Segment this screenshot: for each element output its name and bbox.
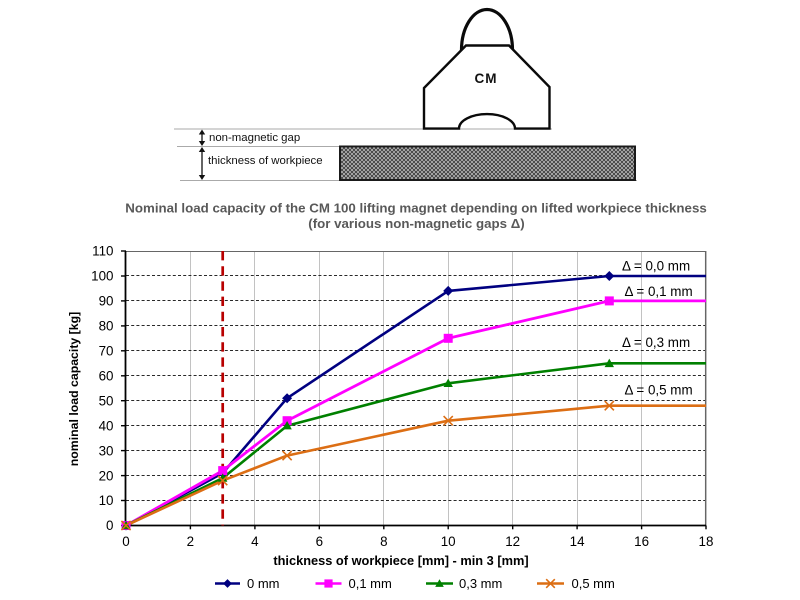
svg-text:10: 10 <box>99 493 114 508</box>
svg-text:18: 18 <box>699 534 714 549</box>
svg-text:10: 10 <box>441 534 456 549</box>
svg-text:0: 0 <box>122 534 129 549</box>
svg-text:6: 6 <box>316 534 323 549</box>
svg-text:Δ = 0,3 mm: Δ = 0,3 mm <box>622 335 690 350</box>
svg-text:non-magnetic gap: non-magnetic gap <box>209 132 300 144</box>
svg-text:12: 12 <box>505 534 520 549</box>
svg-text:100: 100 <box>91 269 113 284</box>
svg-text:(for various non-magnetic gaps: (for various non-magnetic gaps Δ) <box>308 216 524 231</box>
svg-text:70: 70 <box>99 344 114 359</box>
svg-text:4: 4 <box>251 534 259 549</box>
svg-text:thickness of workpiece: thickness of workpiece <box>208 155 323 167</box>
svg-text:20: 20 <box>99 468 114 483</box>
svg-text:Δ = 0,5 mm: Δ = 0,5 mm <box>625 383 693 398</box>
svg-text:0: 0 <box>106 518 113 533</box>
svg-text:50: 50 <box>99 393 114 408</box>
svg-text:0,3 mm: 0,3 mm <box>459 576 502 591</box>
svg-text:2: 2 <box>187 534 194 549</box>
svg-text:8: 8 <box>380 534 387 549</box>
svg-text:80: 80 <box>99 319 114 334</box>
svg-text:0,1 mm: 0,1 mm <box>349 576 392 591</box>
svg-text:16: 16 <box>634 534 649 549</box>
svg-text:0 mm: 0 mm <box>247 576 280 591</box>
svg-text:40: 40 <box>99 418 114 433</box>
svg-text:Δ = 0,0 mm: Δ = 0,0 mm <box>622 259 690 274</box>
svg-text:110: 110 <box>92 244 113 259</box>
svg-text:nominal load capacity [kg]: nominal load capacity [kg] <box>67 312 81 466</box>
svg-text:Δ = 0,1 mm: Δ = 0,1 mm <box>625 284 693 299</box>
svg-text:14: 14 <box>570 534 585 549</box>
svg-text:Nominal load capacity of the C: Nominal load capacity of the CM 100 lift… <box>125 201 706 216</box>
svg-text:thickness of workpiece [mm] -: thickness of workpiece [mm] - min 3 [mm] <box>273 553 528 568</box>
svg-text:90: 90 <box>99 294 114 309</box>
svg-text:60: 60 <box>99 369 114 384</box>
svg-text:0,5 mm: 0,5 mm <box>572 576 615 591</box>
svg-text:CM: CM <box>475 71 498 86</box>
svg-text:30: 30 <box>99 443 114 458</box>
